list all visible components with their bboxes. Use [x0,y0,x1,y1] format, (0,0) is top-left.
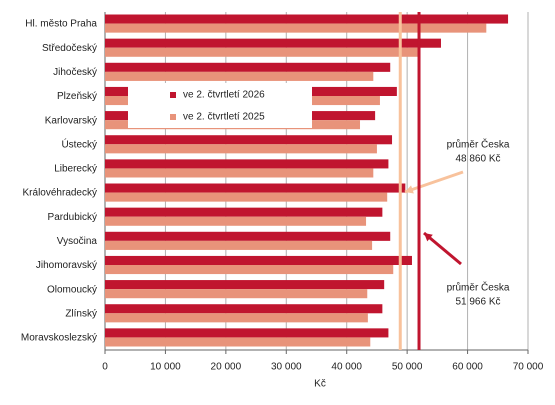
y-tick-label: Ústecký [61,137,97,150]
y-tick-label: Moravskoslezský [21,333,97,344]
x-tick-label: 50 000 [392,362,423,373]
arrow-head [405,185,414,194]
bar [105,38,441,48]
bar [105,328,389,338]
bar [105,144,377,154]
arrow-head [424,233,433,242]
annotation-text: průměr Česka [447,281,510,294]
annotation-value: 51 966 Kč [455,297,500,308]
legend-box [128,83,312,128]
y-tick-label: Pardubický [48,212,97,223]
annotation-arrow [423,231,462,266]
x-tick-label: 60 000 [452,362,483,373]
y-tick-label: Hl. město Praha [25,19,97,30]
bar [105,255,412,265]
bar [105,192,388,202]
bar [105,231,391,241]
bar [105,207,383,217]
y-tick-label: Středočeský [42,43,97,54]
y-tick-label: Zlínský [65,308,97,319]
legend-swatch [170,92,176,98]
bar [105,47,421,57]
legend-label: ve 2. čtvrtletí 2026 [183,90,265,101]
y-tick-label: Jihomoravský [36,260,97,271]
bar [105,23,487,33]
x-tick-label: 30 000 [271,362,302,373]
y-tick-label: Vysočina [57,236,98,247]
x-tick-label: 10 000 [150,362,181,373]
y-tick-label: Olomoucký [47,284,97,295]
y-tick-label: Plzeňský [57,91,97,102]
y-tick-label: Královéhradecký [23,188,97,199]
bar [105,304,383,314]
y-tick-label: Karlovarský [45,115,97,126]
bar [105,14,509,24]
bar [105,265,394,275]
x-tick-label: 40 000 [331,362,362,373]
x-tick-label: 0 [102,362,108,373]
annotation-arrow [404,170,464,194]
legend-label: ve 2. čtvrtletí 2025 [183,112,265,123]
y-tick-label: Jihočeský [53,67,97,78]
annotation-text: průměr Česka [447,138,510,151]
x-axis-label: Kč [314,379,326,390]
bar [105,168,374,178]
bar [105,337,371,347]
bar [105,240,373,250]
x-tick-label: 70 000 [513,362,544,373]
bar [105,216,367,226]
legend-swatch [170,114,176,120]
bar [105,183,406,193]
bar [105,71,374,81]
bar [105,159,389,169]
x-tick-label: 20 000 [211,362,242,373]
bar [105,62,391,72]
annotation-value: 48 860 Kč [455,154,500,165]
y-tick-label: Liberecký [54,164,97,175]
bar [105,289,368,299]
bar [105,313,368,323]
bar [105,280,385,290]
bar [105,135,393,145]
